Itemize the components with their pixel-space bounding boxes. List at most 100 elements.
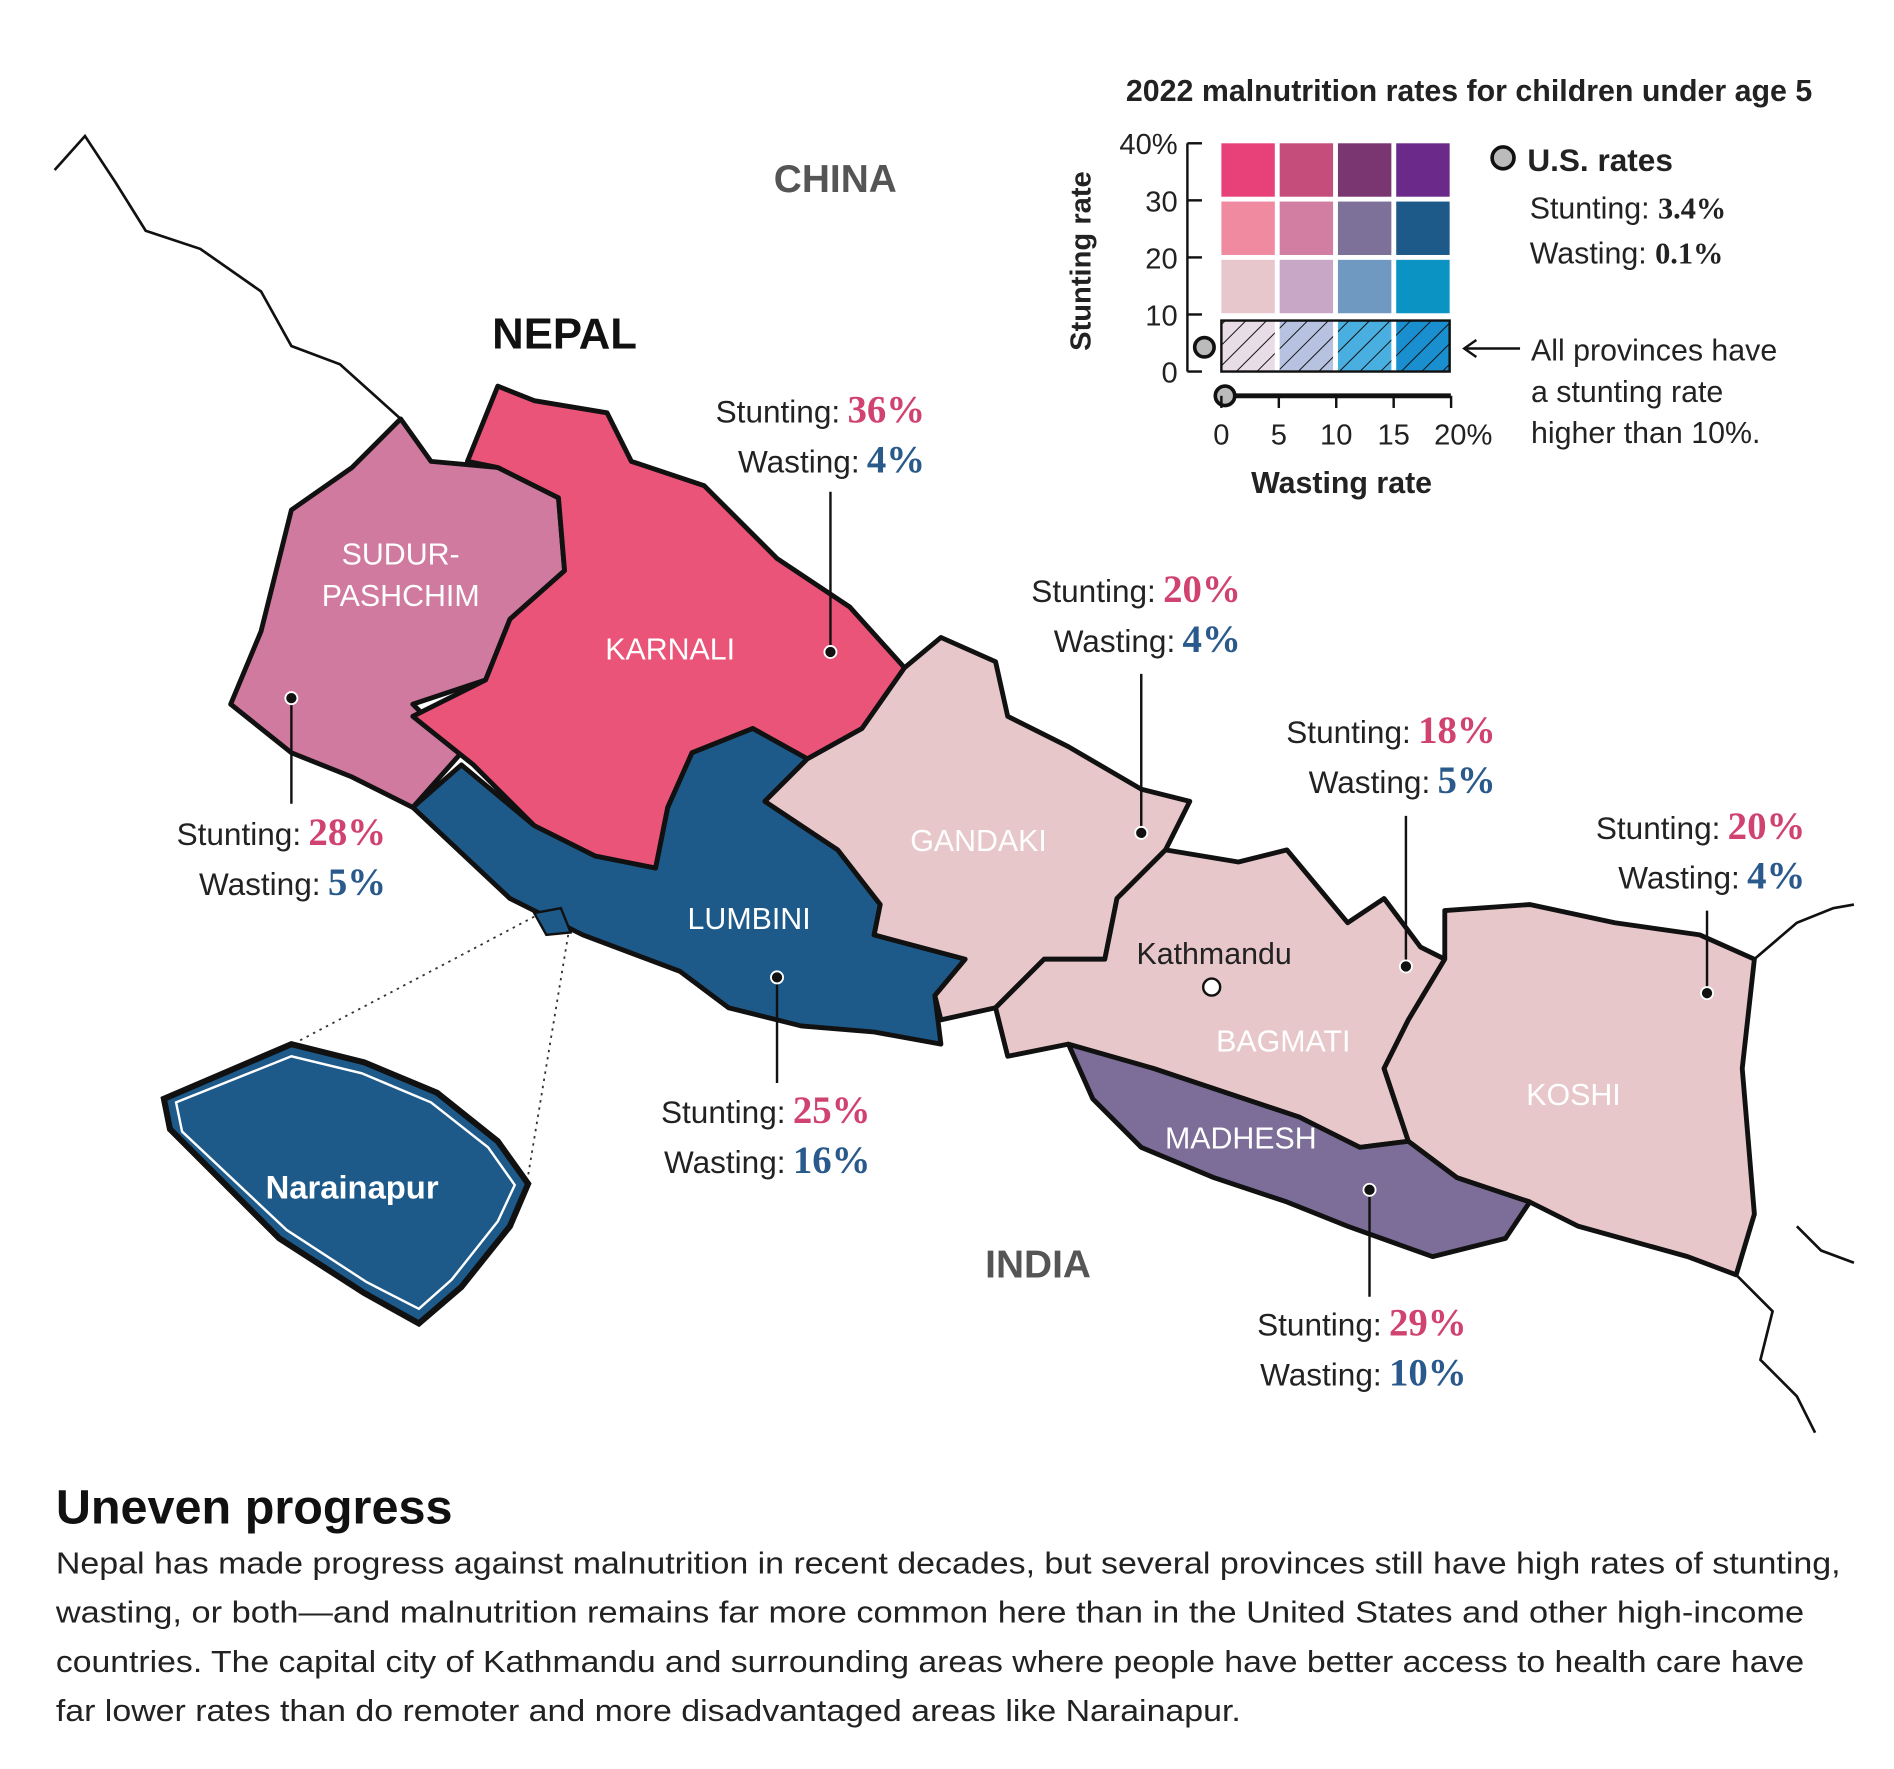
y-tick-label: 20 [1145,243,1177,275]
value: 5% [328,861,386,904]
province-dot [770,970,785,985]
value: 4% [1747,855,1805,898]
us-marker [1213,384,1237,408]
value: 20% [1728,805,1806,848]
label: Wasting: [1618,860,1740,896]
us-label: U.S. rates [1527,142,1673,178]
legend-cell [1337,143,1392,197]
inset: Narainapur [160,906,573,1328]
city-label: Kathmandu [1137,938,1292,971]
legend-cell [1279,259,1334,314]
value: 16% [793,1139,871,1182]
inset-label: Narainapur [266,1168,439,1205]
body-line: far lower rates than do remoter and more… [56,1693,1241,1728]
y-tick-label: 30 [1145,186,1177,218]
label: Wasting: [1530,237,1647,270]
value: 4% [867,438,925,481]
y-tick-label: 0 [1161,357,1177,389]
stunting-annotation: Stunting: 28% [177,811,387,854]
stunting-annotation: Stunting: 36% [716,389,926,432]
province-label: LUMBINI [688,903,811,936]
value: 10% [1389,1351,1467,1394]
y-tick-label: 10 [1145,300,1177,332]
legend-cell-hatch [1221,320,1275,372]
legend-cell [1396,201,1450,255]
province-label: SUDUR- [342,539,460,572]
note: higher than 10%. [1531,417,1760,450]
body-line: wasting, or both—and malnutrition remain… [55,1595,1804,1630]
legend-hatch-outline [1220,319,1451,373]
legend-cell [1337,259,1392,314]
legend-cell [1279,143,1334,197]
value: 25% [793,1089,871,1132]
province-label: BAGMATI [1216,1025,1350,1058]
city-marker [1201,977,1222,997]
x-tick-label: 0 [1213,419,1229,451]
province-dot [823,645,838,659]
us-wasting: Wasting: 0.1% [1530,236,1724,270]
stunting-annotation: Stunting: 18% [1286,709,1496,752]
value: 36% [847,389,925,432]
value: 4% [1183,618,1241,661]
label: Stunting: [1257,1307,1382,1343]
body-line: countries. The capital city of Kathmandu… [56,1644,1804,1679]
value: 29% [1389,1302,1467,1345]
stunting-annotation: Stunting: 29% [1257,1302,1467,1345]
x-tick-label: 15 [1377,419,1409,451]
wasting-annotation: Wasting: 10% [1260,1351,1467,1394]
value: 5% [1438,759,1496,802]
wasting-annotation: Wasting: 4% [738,438,925,481]
legend-cell [1396,143,1450,197]
wasting-annotation: Wasting: 4% [1054,618,1241,661]
legend-grid [1220,143,1451,373]
country-label: NEPAL [492,309,637,358]
label: Wasting: [664,1144,786,1180]
y-tick-label: 40% [1119,129,1177,161]
legend-cell [1279,201,1334,255]
province-dot [1362,1182,1377,1197]
us-marker [1490,145,1516,171]
legend-cell-hatch [1396,320,1450,372]
province-dot [284,691,299,706]
wasting-annotation: Wasting: 4% [1618,855,1805,898]
x-tick-label: 5 [1271,419,1287,451]
legend-cell [1221,201,1275,255]
label: Stunting: [1031,573,1156,609]
stunting-annotation: Stunting: 20% [1031,568,1241,611]
label: Stunting: [1596,810,1721,846]
label: Stunting: [177,816,302,852]
label: Wasting: [1054,623,1176,659]
label: Wasting: [1260,1356,1382,1392]
x-tick-label: 10 [1320,419,1352,451]
label: Stunting: [716,394,841,430]
us-stunting: Stunting: 3.4% [1530,192,1727,226]
stunting-annotation: Stunting: 25% [661,1089,871,1132]
value: 18% [1418,709,1496,752]
province-label: KARNALI [605,633,735,666]
heading: Uneven progress [56,1481,453,1535]
province-dot [1398,959,1413,974]
legend-title: 2022 malnutrition rates for children und… [1126,75,1812,108]
label: Stunting: [1530,193,1650,226]
wasting-annotation: Wasting: 16% [664,1139,871,1182]
narainapur-shape [160,1040,532,1328]
legend-cell [1396,259,1450,314]
body-line: Nepal has made progress against malnutri… [56,1546,1841,1581]
legend-cell [1221,143,1275,197]
legend: 2022 malnutrition rates for children und… [1065,75,1812,500]
y-axis-label: Stunting rate [1065,171,1097,351]
legend-cell [1337,201,1392,255]
label: Wasting: [738,443,860,479]
province-label: PASHCHIM [322,580,480,613]
value: 28% [308,811,386,854]
wasting-annotation: Wasting: 5% [1309,759,1496,802]
us-marker [1192,335,1216,359]
stunting-annotation: Stunting: 20% [1596,805,1806,848]
value: 3.4% [1658,192,1726,226]
provinces [228,383,1757,1278]
body-text: Nepal has made progress against malnutri… [55,1546,1841,1729]
x-axis-label: Wasting rate [1251,467,1432,500]
label: Wasting: [1309,764,1431,800]
